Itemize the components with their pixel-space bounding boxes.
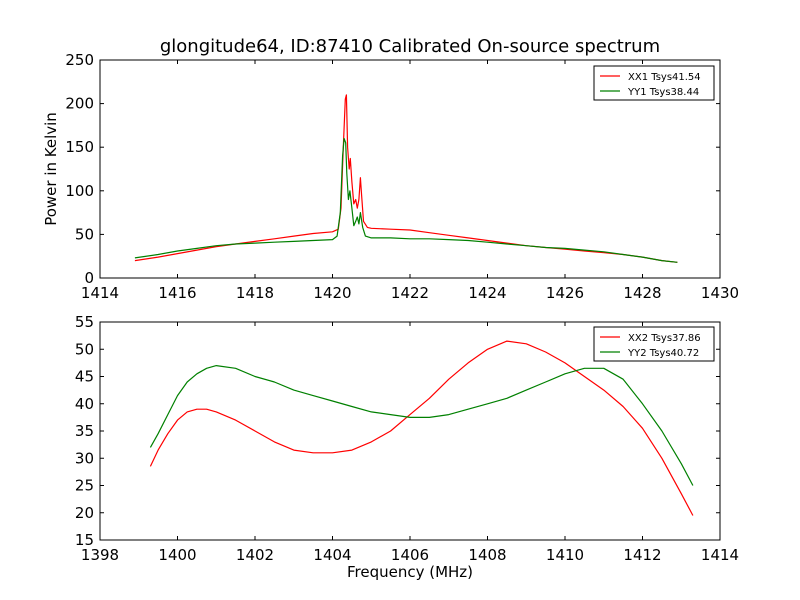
y-tick-label: 40 [75, 395, 94, 413]
tick-labels: 1414 1416 1418 1420 1422 1424 1426 1428 1430 0 50 1… [65, 51, 739, 302]
x-tick-label: 1398 [81, 546, 119, 564]
y-tick-label: 0 [84, 269, 94, 287]
bottom-spectrum-plot: 1398 1400 1402 1404 1406 1408 1410 1412 1414 15 20… [75, 313, 739, 581]
y-tick-label: 100 [65, 182, 94, 200]
legend-label: XX2 Tsys37.86 [628, 333, 701, 344]
chart-title: glongitude64, ID:87410 Calibrated On-sou… [160, 36, 660, 57]
top-spectrum-plot: 1414 1416 1418 1420 1422 1424 1426 1428 1430 0 50 1… [42, 51, 739, 302]
x-tick-label: 1424 [468, 284, 506, 302]
y-tick-label: 50 [75, 225, 94, 243]
y-tick-label: 35 [75, 422, 94, 440]
x-tick-label: 1422 [391, 284, 429, 302]
y-tick-label: 45 [75, 368, 94, 386]
x-tick-label: 1420 [313, 284, 351, 302]
y-tick-label: 25 [75, 477, 94, 495]
x-tick-label: 1412 [623, 546, 661, 564]
x-tick-label: 1418 [236, 284, 274, 302]
x-tick-label: 1408 [468, 546, 506, 564]
x-tick-label: 1428 [623, 284, 661, 302]
legend-box [593, 65, 715, 101]
y-axis-label: Power in Kelvin [42, 112, 60, 226]
y-tick-label: 150 [65, 138, 94, 156]
x-tick-label: 1414 [81, 284, 119, 302]
legend-label: XX1 Tsys41.54 [628, 72, 701, 83]
x-tick-label: 1402 [236, 546, 274, 564]
series-line-1 [134, 137, 678, 263]
x-tick-label: 1410 [546, 546, 584, 564]
legend: XX1 Tsys41.54 YY1 Tsys38.44 [593, 65, 715, 101]
x-axis-label: Frequency (MHz) [347, 563, 473, 581]
y-tick-label: 20 [75, 504, 94, 522]
y-tick-label: 15 [75, 531, 94, 549]
legend: XX2 Tsys37.86 YY2 Tsys40.72 [593, 326, 715, 362]
series-lines [134, 94, 678, 263]
plot-frame [99, 321, 721, 541]
x-tick-label: 1430 [701, 284, 739, 302]
legend-label: YY2 Tsys40.72 [627, 348, 699, 359]
series-line-0 [149, 340, 694, 516]
tick-labels: 1398 1400 1402 1404 1406 1408 1410 1412 1414 15 20… [75, 313, 739, 564]
y-tick-label: 250 [65, 51, 94, 69]
series-lines [149, 340, 694, 516]
legend-box [593, 326, 715, 362]
x-tick-label: 1416 [158, 284, 196, 302]
plot-frame [99, 59, 721, 279]
x-tick-label: 1404 [313, 546, 351, 564]
y-tick-label: 200 [65, 95, 94, 113]
x-tick-label: 1414 [701, 546, 739, 564]
y-tick-label: 30 [75, 449, 94, 467]
y-tick-label: 50 [75, 340, 94, 358]
y-tick-label: 55 [75, 313, 94, 331]
x-tick-label: 1406 [391, 546, 429, 564]
x-tick-label: 1426 [546, 284, 584, 302]
legend-label: YY1 Tsys38.44 [627, 87, 699, 98]
x-tick-label: 1400 [158, 546, 196, 564]
series-line-1 [149, 365, 694, 486]
